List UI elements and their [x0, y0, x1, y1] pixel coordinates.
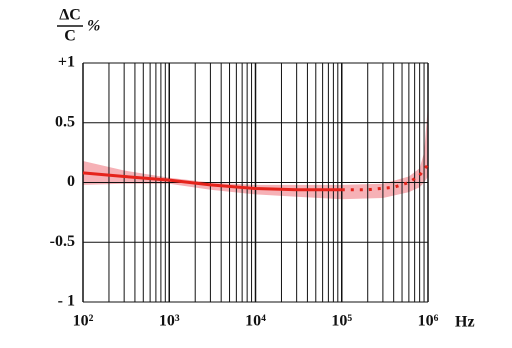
x-tick-label: 10² — [73, 313, 94, 330]
x-tick-label: 10⁴ — [245, 313, 266, 330]
y-tick-label: 0 — [67, 173, 75, 190]
y-label-unit: % — [87, 18, 100, 35]
x-tick-label: 10⁵ — [331, 313, 352, 330]
x-tick-label: 10⁶ — [418, 313, 439, 330]
y-label-numerator: ΔC — [59, 7, 81, 24]
y-tick-label: -0.5 — [50, 233, 75, 250]
y-label-denominator: C — [64, 28, 76, 45]
y-tick-label: +1 — [58, 54, 75, 71]
x-axis-label: Hz — [455, 314, 475, 331]
series-line — [341, 163, 430, 192]
series-line — [82, 171, 342, 192]
x-tick-label: 10³ — [159, 313, 180, 330]
y-tick-label: - 1 — [58, 293, 75, 310]
y-tick-label: 0.5 — [55, 113, 75, 130]
